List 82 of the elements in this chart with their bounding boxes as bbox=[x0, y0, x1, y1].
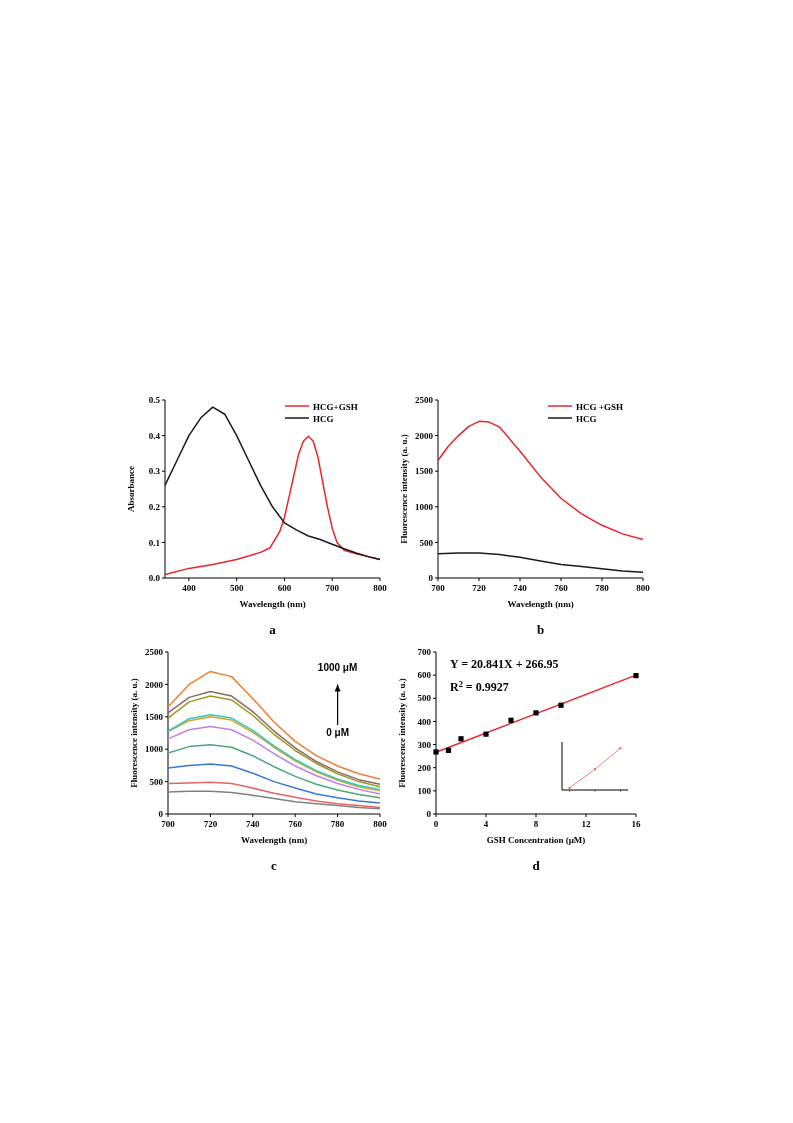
y-tick-label: 1500 bbox=[415, 466, 434, 477]
y-tick-label: 100 bbox=[417, 786, 432, 797]
y-tick-label: 0.4 bbox=[148, 430, 161, 441]
x-tick-label: 600 bbox=[277, 583, 292, 593]
y-tick-label: 2000 bbox=[415, 430, 434, 441]
point bbox=[558, 702, 564, 708]
point bbox=[633, 673, 639, 679]
x-axis-title: Wavelength (nm) bbox=[239, 599, 306, 609]
x-tick-label: 800 bbox=[636, 583, 651, 593]
legend-label: HCG+GSH bbox=[313, 401, 358, 412]
line-series bbox=[437, 552, 644, 574]
y-tick-label: 2000 bbox=[145, 679, 164, 690]
x-axis-title: Wavelength (nm) bbox=[507, 599, 574, 609]
x-tick-label: 400 bbox=[182, 583, 197, 593]
y-tick-label: 400 bbox=[417, 716, 432, 727]
x-tick-label: 16 bbox=[631, 819, 641, 829]
x-tick-label: 720 bbox=[472, 583, 487, 593]
y-tick-label: 0.0 bbox=[148, 573, 161, 584]
y-tick-label: 2500 bbox=[415, 395, 434, 406]
y-tick-label: 0.5 bbox=[148, 395, 161, 406]
x-tick-label: 4 bbox=[483, 819, 489, 829]
y-tick-label: 0 bbox=[158, 809, 164, 820]
line-series bbox=[164, 406, 381, 561]
annotation: R$^{2}$ = 0.9927 bbox=[450, 679, 509, 694]
legend-label: HCG bbox=[313, 413, 334, 424]
x-tick-label: 700 bbox=[325, 583, 340, 593]
y-tick-label: 500 bbox=[149, 776, 164, 787]
y-tick-label: 0.1 bbox=[148, 537, 161, 548]
legend-label: HCG +GSH bbox=[576, 401, 623, 412]
x-axis-title: Wavelength (nm) bbox=[240, 835, 308, 845]
text: b bbox=[536, 622, 545, 637]
x-tick-label: 780 bbox=[595, 583, 610, 593]
x-axis-title: GSH Concentration (μM) bbox=[486, 835, 586, 845]
text: a bbox=[269, 622, 277, 637]
y-tick-label: 600 bbox=[417, 670, 432, 681]
x-tick-label: 780 bbox=[330, 819, 345, 829]
annotation: 1000 μM bbox=[317, 662, 358, 674]
y-tick-label: 0 bbox=[428, 573, 434, 584]
legend-label: HCG bbox=[576, 413, 597, 424]
y-tick-label: 1500 bbox=[145, 711, 164, 722]
y-tick-label: 0 bbox=[426, 809, 432, 820]
line-series bbox=[437, 420, 644, 541]
point bbox=[458, 736, 464, 742]
x-tick-label: 720 bbox=[203, 819, 218, 829]
x-tick-label: 740 bbox=[513, 583, 528, 593]
point bbox=[508, 717, 514, 723]
x-tick-label: 800 bbox=[373, 583, 388, 593]
x-tick-label: 12 bbox=[581, 819, 591, 829]
line-series bbox=[167, 781, 381, 809]
y-tick-label: 500 bbox=[419, 537, 434, 548]
annotation: Y = 20.841X + 266.95 bbox=[450, 657, 559, 672]
y-tick-label: 300 bbox=[417, 739, 432, 750]
y-tick-label: 0.3 bbox=[148, 466, 161, 477]
point bbox=[533, 710, 539, 716]
x-tick-label: 8 bbox=[533, 819, 539, 829]
y-tick-label: 1000 bbox=[145, 744, 164, 755]
line-series bbox=[167, 763, 381, 804]
line-series bbox=[167, 790, 381, 810]
text: c bbox=[271, 858, 278, 873]
x-tick-label: 740 bbox=[246, 819, 261, 829]
y-axis-title: Fluorescence intensity (a. u.) bbox=[397, 678, 408, 788]
y-tick-label: 500 bbox=[417, 693, 432, 704]
point bbox=[445, 747, 452, 753]
y-tick-label: 0.2 bbox=[148, 501, 161, 512]
point bbox=[483, 731, 489, 737]
x-tick-label: 700 bbox=[161, 819, 176, 829]
x-tick-label: 800 bbox=[373, 819, 388, 829]
y-tick-label: 700 bbox=[417, 647, 432, 658]
x-tick-label: 500 bbox=[229, 583, 244, 593]
x-tick-label: 760 bbox=[288, 819, 303, 829]
y-axis-title: Absorbance bbox=[126, 465, 137, 513]
y-axis-title: Fluorescence intensity (a. u.) bbox=[129, 678, 140, 788]
x-tick-label: 760 bbox=[554, 583, 569, 593]
annotation: 0 μM bbox=[326, 727, 349, 739]
y-tick-label: 2500 bbox=[145, 647, 164, 658]
point bbox=[433, 749, 439, 755]
line-series bbox=[167, 725, 381, 795]
text: d bbox=[532, 858, 541, 873]
y-axis-title: Fluorescence intensity (a. u.) bbox=[399, 434, 410, 544]
y-tick-label: 200 bbox=[417, 762, 432, 773]
y-tick-label: 1000 bbox=[415, 501, 434, 512]
line-series bbox=[167, 743, 381, 799]
